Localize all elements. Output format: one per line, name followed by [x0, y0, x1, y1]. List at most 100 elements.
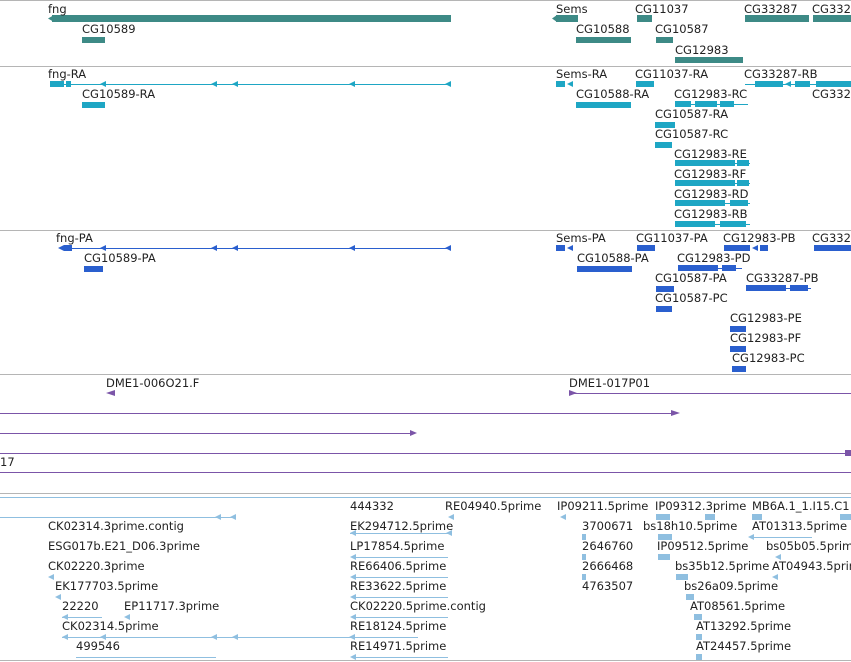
- feature-label[interactable]: EP11717.3prime: [124, 599, 220, 613]
- feature-label[interactable]: CG11037-PA: [636, 231, 708, 245]
- feature-block[interactable]: [696, 634, 702, 640]
- feature-block[interactable]: [752, 514, 762, 520]
- feature-label[interactable]: CG10588-PA: [577, 251, 649, 265]
- feature-block[interactable]: [676, 574, 688, 580]
- feature-label[interactable]: bs26a09.5prime: [684, 579, 779, 593]
- feature-block[interactable]: [732, 366, 746, 372]
- feature-label[interactable]: 4763507: [582, 579, 634, 593]
- feature-label[interactable]: AT01313.5prime: [752, 519, 848, 533]
- feature-label[interactable]: CG12983-PF: [730, 331, 802, 345]
- feature-block[interactable]: [724, 245, 750, 251]
- feature-block[interactable]: [675, 180, 735, 186]
- feature-label[interactable]: bs05b05.5prime: [766, 539, 851, 553]
- feature-block[interactable]: [722, 265, 736, 271]
- feature-label[interactable]: EK294712.5prime: [350, 519, 454, 533]
- feature-label[interactable]: CG12983-RB: [674, 207, 748, 221]
- feature-label[interactable]: bs35b12.5prime: [675, 559, 770, 573]
- feature-block[interactable]: [556, 245, 565, 251]
- feature-label[interactable]: DME1-017P01: [569, 376, 651, 390]
- feature-block[interactable]: [556, 81, 565, 87]
- feature-label[interactable]: IP09312.3prime: [655, 499, 747, 513]
- feature-block[interactable]: [795, 81, 810, 87]
- feature-block[interactable]: [720, 221, 746, 227]
- feature-label[interactable]: CG11037: [635, 2, 689, 16]
- feature-block[interactable]: [696, 654, 702, 660]
- feature-label[interactable]: IP09211.5prime: [557, 499, 649, 513]
- feature-block[interactable]: [658, 554, 670, 560]
- feature-block[interactable]: [816, 81, 851, 87]
- feature-label[interactable]: CG10587: [655, 22, 709, 36]
- feature-label[interactable]: CG332: [812, 231, 851, 245]
- feature-block[interactable]: [675, 200, 725, 206]
- feature-label[interactable]: AT04943.5prime: [772, 559, 851, 573]
- feature-block[interactable]: [675, 57, 743, 63]
- feature-block[interactable]: [655, 142, 672, 148]
- feature-label[interactable]: RE33622.5prime: [350, 579, 447, 593]
- feature-label[interactable]: RE66406.5prime: [350, 559, 447, 573]
- feature-block[interactable]: [760, 245, 768, 251]
- feature-block[interactable]: [582, 534, 586, 540]
- feature-block[interactable]: [656, 514, 670, 520]
- feature-block[interactable]: [576, 37, 631, 43]
- feature-label[interactable]: CG332: [812, 87, 851, 101]
- feature-label[interactable]: CG12983-PB: [723, 231, 796, 245]
- feature-block[interactable]: [656, 286, 674, 292]
- feature-label[interactable]: CG12983-RE: [674, 147, 747, 161]
- feature-label[interactable]: ESG017b.E21_D06.3prime: [48, 539, 200, 553]
- feature-label[interactable]: CG12983-PC: [732, 351, 805, 365]
- feature-label[interactable]: CG11037-RA: [635, 67, 709, 81]
- feature-block[interactable]: [730, 326, 746, 332]
- feature-block[interactable]: [50, 81, 64, 87]
- feature-block[interactable]: [576, 102, 631, 108]
- feature-block[interactable]: [694, 614, 702, 620]
- feature-label[interactable]: fng-PA: [56, 231, 93, 245]
- feature-block[interactable]: [737, 180, 749, 186]
- feature-block[interactable]: [52, 15, 451, 22]
- feature-block[interactable]: [84, 266, 103, 272]
- feature-label[interactable]: CG12983: [675, 43, 729, 57]
- feature-label[interactable]: AT24457.5prime: [696, 639, 792, 653]
- feature-label[interactable]: CG12983-RC: [674, 87, 748, 101]
- feature-label[interactable]: 2666468: [582, 559, 634, 573]
- feature-block[interactable]: [556, 15, 578, 22]
- feature-block[interactable]: [582, 574, 586, 580]
- feature-label[interactable]: CK02314.3prime.contig: [48, 519, 184, 533]
- feature-label[interactable]: CG10587-RC: [655, 127, 729, 141]
- feature-label[interactable]: CG12983-RD: [674, 187, 749, 201]
- feature-block[interactable]: [845, 450, 851, 456]
- feature-label[interactable]: CG33287-PB: [746, 271, 819, 285]
- feature-block[interactable]: [730, 200, 748, 206]
- feature-block[interactable]: [813, 15, 851, 22]
- feature-block[interactable]: [82, 102, 105, 108]
- feature-label[interactable]: AT08561.5prime: [690, 599, 786, 613]
- feature-label[interactable]: 22220: [62, 599, 99, 613]
- feature-block[interactable]: [64, 245, 72, 251]
- feature-block[interactable]: [82, 37, 105, 43]
- feature-label[interactable]: Sems-RA: [556, 67, 608, 81]
- feature-label[interactable]: CG33287: [744, 2, 798, 16]
- feature-label[interactable]: CK02220.5prime.contig: [350, 599, 486, 613]
- feature-label[interactable]: MB6A.1_1.I15.C1: [752, 499, 850, 513]
- feature-label[interactable]: DME1-006O21.F: [106, 376, 200, 390]
- feature-label[interactable]: CG10587-PA: [655, 271, 727, 285]
- feature-block[interactable]: [637, 15, 652, 22]
- feature-block[interactable]: [656, 37, 673, 43]
- feature-label[interactable]: 499546: [76, 639, 120, 653]
- feature-label[interactable]: CG33287-RB: [744, 67, 818, 81]
- feature-label[interactable]: AT13292.5prime: [696, 619, 792, 633]
- feature-block[interactable]: [745, 15, 809, 22]
- feature-block[interactable]: [705, 514, 715, 520]
- feature-label[interactable]: CG10588-RA: [576, 87, 650, 101]
- feature-label[interactable]: CG12983-PD: [677, 251, 751, 265]
- feature-block[interactable]: [675, 101, 691, 107]
- feature-label[interactable]: 444332: [350, 499, 394, 513]
- feature-label[interactable]: 2646760: [582, 539, 634, 553]
- feature-label[interactable]: CG12983-PE: [730, 311, 802, 325]
- feature-block[interactable]: [655, 122, 675, 128]
- feature-block[interactable]: [755, 81, 783, 87]
- feature-label[interactable]: Sems: [556, 2, 588, 16]
- feature-block[interactable]: [577, 266, 632, 272]
- feature-label[interactable]: CG332: [812, 2, 851, 16]
- feature-label[interactable]: CG12983-RF: [674, 167, 747, 181]
